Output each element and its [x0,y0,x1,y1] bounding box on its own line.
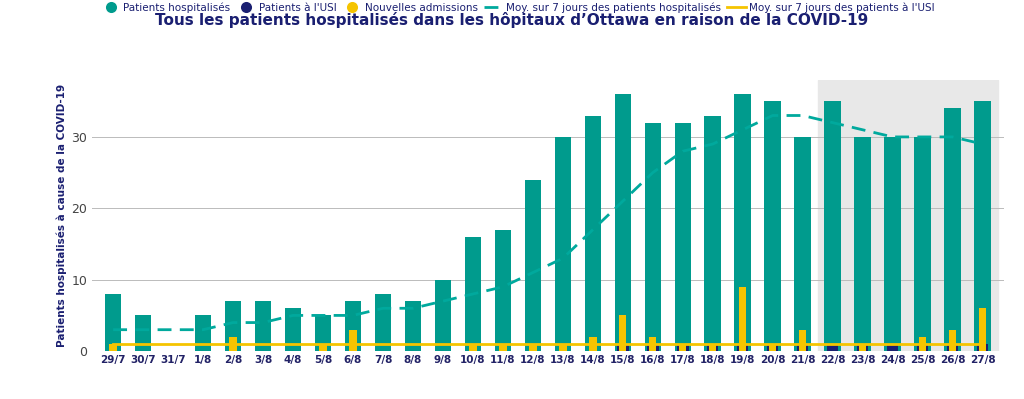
Bar [589,337,597,351]
Bar [559,344,566,351]
Bar [649,337,656,351]
Bar [979,308,986,351]
Bar [854,137,870,351]
Bar [817,80,997,351]
Bar [887,344,898,351]
Bar [495,230,511,351]
Bar [585,115,601,351]
Bar [469,344,476,351]
Bar [885,137,901,351]
Bar [434,280,452,351]
Bar [225,301,242,351]
Bar [135,316,152,351]
Bar [110,344,117,351]
Bar [949,330,956,351]
Bar [737,344,749,351]
Bar [349,330,356,351]
Bar [375,294,391,351]
Bar [679,344,686,351]
Bar [914,137,931,351]
Bar [707,344,719,351]
Bar [799,330,806,351]
Bar [319,344,327,351]
Bar [285,308,301,351]
Bar [769,344,776,351]
Bar [620,316,627,351]
Bar [765,101,781,351]
Text: Tous les patients hospitalisés dans les hôpitaux d’Ottawa en raison de la COVID-: Tous les patients hospitalisés dans les … [156,12,868,28]
Bar [617,344,629,351]
Bar [529,344,537,351]
Bar [739,287,746,351]
Bar [947,344,958,351]
Bar [944,109,961,351]
Bar [795,137,811,351]
Bar [709,344,717,351]
Bar [734,94,751,351]
Bar [465,237,481,351]
Bar [195,316,211,351]
Bar [675,122,691,351]
Bar [859,344,866,351]
Bar [104,294,122,351]
Bar [404,301,421,351]
Legend: Patients hospitalisés, Patients à l'USI, Nouvelles admissions, Moy. sur 7 jours : Patients hospitalisés, Patients à l'USI,… [97,0,939,17]
Bar [647,344,658,351]
Bar [824,101,841,351]
Bar [314,316,331,351]
Y-axis label: Patients hospitalisés à cause de la COVID-19: Patients hospitalisés à cause de la COVI… [56,84,68,347]
Bar [767,344,778,351]
Bar [255,301,271,351]
Bar [555,137,571,351]
Bar [977,344,988,351]
Bar [614,94,631,351]
Bar [524,180,541,351]
Bar [797,344,808,351]
Bar [974,101,991,351]
Bar [644,122,662,351]
Bar [229,337,237,351]
Bar [499,344,507,351]
Bar [919,337,927,351]
Bar [916,344,929,351]
Bar [677,344,688,351]
Bar [857,344,868,351]
Bar [345,301,361,351]
Bar [705,115,721,351]
Bar [826,344,839,351]
